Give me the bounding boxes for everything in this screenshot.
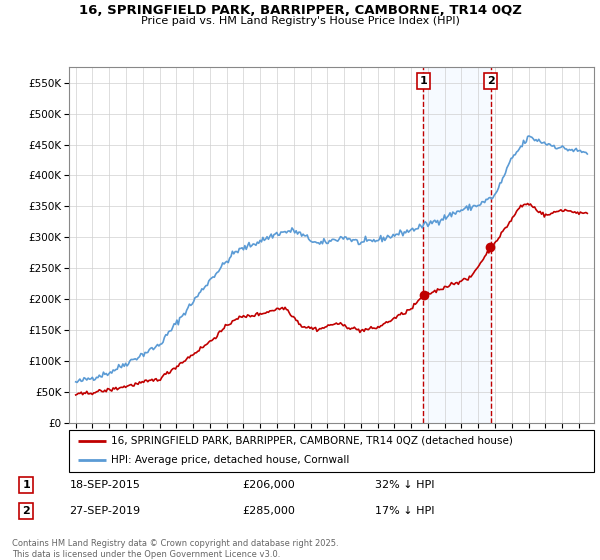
Text: Contains HM Land Registry data © Crown copyright and database right 2025.
This d: Contains HM Land Registry data © Crown c… bbox=[12, 539, 338, 559]
Text: £285,000: £285,000 bbox=[242, 506, 295, 516]
Text: £206,000: £206,000 bbox=[242, 480, 295, 490]
Text: 1: 1 bbox=[419, 76, 427, 86]
Text: Price paid vs. HM Land Registry's House Price Index (HPI): Price paid vs. HM Land Registry's House … bbox=[140, 16, 460, 26]
Text: 16, SPRINGFIELD PARK, BARRIPPER, CAMBORNE, TR14 0QZ (detached house): 16, SPRINGFIELD PARK, BARRIPPER, CAMBORN… bbox=[111, 436, 513, 446]
Bar bbox=[423, 67, 491, 423]
Text: 18-SEP-2015: 18-SEP-2015 bbox=[70, 480, 140, 490]
Text: 17% ↓ HPI: 17% ↓ HPI bbox=[375, 506, 434, 516]
Text: HPI: Average price, detached house, Cornwall: HPI: Average price, detached house, Corn… bbox=[111, 455, 349, 465]
Text: 32% ↓ HPI: 32% ↓ HPI bbox=[375, 480, 434, 490]
Text: 27-SEP-2019: 27-SEP-2019 bbox=[70, 506, 141, 516]
Text: 2: 2 bbox=[487, 76, 495, 86]
Text: 1: 1 bbox=[23, 480, 30, 490]
Text: 2: 2 bbox=[23, 506, 30, 516]
Text: 16, SPRINGFIELD PARK, BARRIPPER, CAMBORNE, TR14 0QZ: 16, SPRINGFIELD PARK, BARRIPPER, CAMBORN… bbox=[79, 4, 521, 17]
FancyBboxPatch shape bbox=[69, 430, 594, 472]
